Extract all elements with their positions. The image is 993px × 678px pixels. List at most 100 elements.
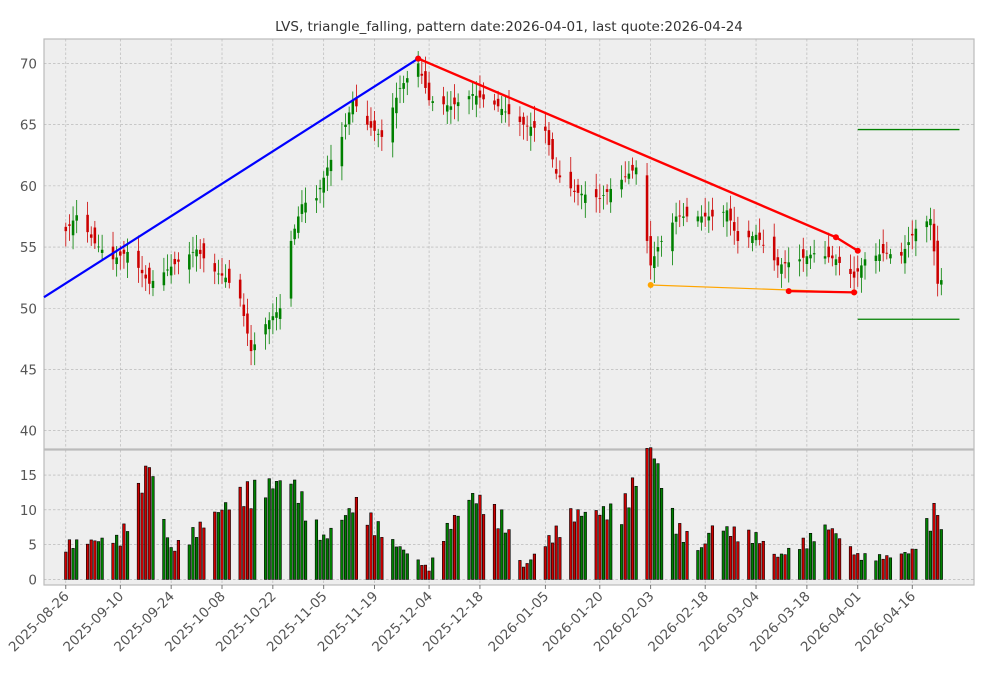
volume-bar	[376, 521, 380, 580]
volume-bar	[467, 499, 471, 580]
candle-body	[115, 257, 118, 265]
candle-body	[671, 222, 674, 252]
candle-body	[344, 124, 347, 127]
volume-bar	[620, 524, 624, 580]
candle-body	[711, 209, 714, 217]
upper-trendline-point	[415, 55, 422, 62]
candle-body	[525, 125, 529, 127]
volume-bar	[351, 512, 355, 580]
volume-bar	[176, 540, 180, 580]
volume-bar	[707, 532, 711, 580]
candle-body	[929, 218, 932, 226]
volume-bar	[249, 508, 253, 580]
candle-body	[878, 254, 881, 261]
volume-bar	[649, 447, 653, 580]
candle-body	[696, 216, 700, 222]
candle-body	[456, 102, 460, 107]
volume-bar	[191, 527, 195, 580]
volume-bar	[198, 521, 202, 580]
volume-bar	[314, 519, 319, 580]
upper-trendline-point	[854, 247, 861, 254]
candle-body	[518, 116, 522, 123]
volume-bar	[877, 554, 882, 580]
candle-body	[631, 164, 634, 171]
volume-bar	[772, 553, 776, 580]
candle-body	[89, 234, 93, 238]
candle-body	[217, 273, 220, 275]
volume-bar	[859, 559, 863, 580]
price-tick-label: 45	[20, 362, 37, 378]
volume-bar	[605, 519, 609, 580]
candle-body	[329, 159, 333, 172]
candle-body	[798, 259, 801, 262]
volume-bar	[729, 536, 733, 580]
candle-body	[119, 251, 122, 256]
volume-bars	[64, 447, 943, 580]
candle-body	[322, 177, 325, 193]
candle-body	[198, 249, 202, 254]
volume-bar	[380, 537, 384, 580]
volume-bar	[670, 507, 675, 580]
rise-line	[43, 57, 419, 299]
candle-body	[224, 277, 227, 283]
volume-bar	[500, 509, 504, 580]
volume-bar	[122, 523, 126, 580]
volume-bar	[678, 523, 682, 580]
price-tick-label: 55	[20, 240, 37, 256]
volume-bar	[776, 556, 780, 580]
candle-body	[758, 232, 761, 240]
candle-body	[442, 96, 445, 105]
volume-bar	[405, 553, 409, 580]
candle-body	[569, 171, 573, 189]
candle-body	[249, 340, 253, 352]
volume-bar	[394, 546, 398, 580]
volume-bar	[165, 537, 170, 580]
volume-bar	[761, 540, 765, 580]
candle-body	[605, 189, 609, 192]
volume-bar	[754, 532, 758, 580]
volume-bar	[340, 519, 344, 580]
lower-trendline-point	[647, 282, 654, 288]
pattern-overlays	[43, 55, 960, 320]
candle-body	[576, 184, 580, 193]
volume-bar	[169, 547, 173, 580]
candle-body	[910, 233, 914, 236]
volume-bar	[125, 531, 130, 580]
volume-bar	[783, 554, 787, 580]
volume-bar	[220, 509, 224, 580]
candle-body	[801, 249, 805, 258]
volume-bar	[703, 543, 707, 580]
candle-body	[544, 126, 547, 131]
candle-body	[533, 121, 536, 128]
candle-body	[725, 210, 729, 222]
candle-body	[395, 97, 398, 114]
volume-bar	[195, 537, 199, 580]
candle-body	[529, 126, 533, 136]
price-tick-label: 70	[20, 56, 37, 72]
candle-body	[151, 280, 155, 288]
candle-body	[925, 221, 929, 228]
volume-bar	[598, 514, 602, 580]
candle-body	[674, 216, 678, 222]
candle-body	[504, 111, 507, 113]
candle-body	[162, 272, 166, 286]
volume-bar	[823, 524, 827, 580]
volume-bar	[111, 542, 115, 580]
candle-body	[264, 324, 267, 335]
volume-bar	[300, 491, 304, 580]
volume-bar	[645, 448, 649, 580]
volume-bar	[100, 537, 104, 580]
candle-body	[467, 96, 471, 100]
volume-bar	[812, 541, 816, 580]
candle-body	[656, 247, 660, 252]
candle-body	[685, 206, 689, 217]
volume-tick-label: 5	[28, 538, 37, 554]
candle-body	[620, 179, 623, 190]
volume-bar	[627, 507, 631, 580]
volume-bar	[303, 520, 308, 580]
volume-bar	[547, 535, 551, 580]
volume-bar	[89, 539, 93, 580]
volume-bar	[623, 493, 627, 580]
volume-bar	[503, 532, 507, 580]
volume-bar	[551, 542, 555, 580]
